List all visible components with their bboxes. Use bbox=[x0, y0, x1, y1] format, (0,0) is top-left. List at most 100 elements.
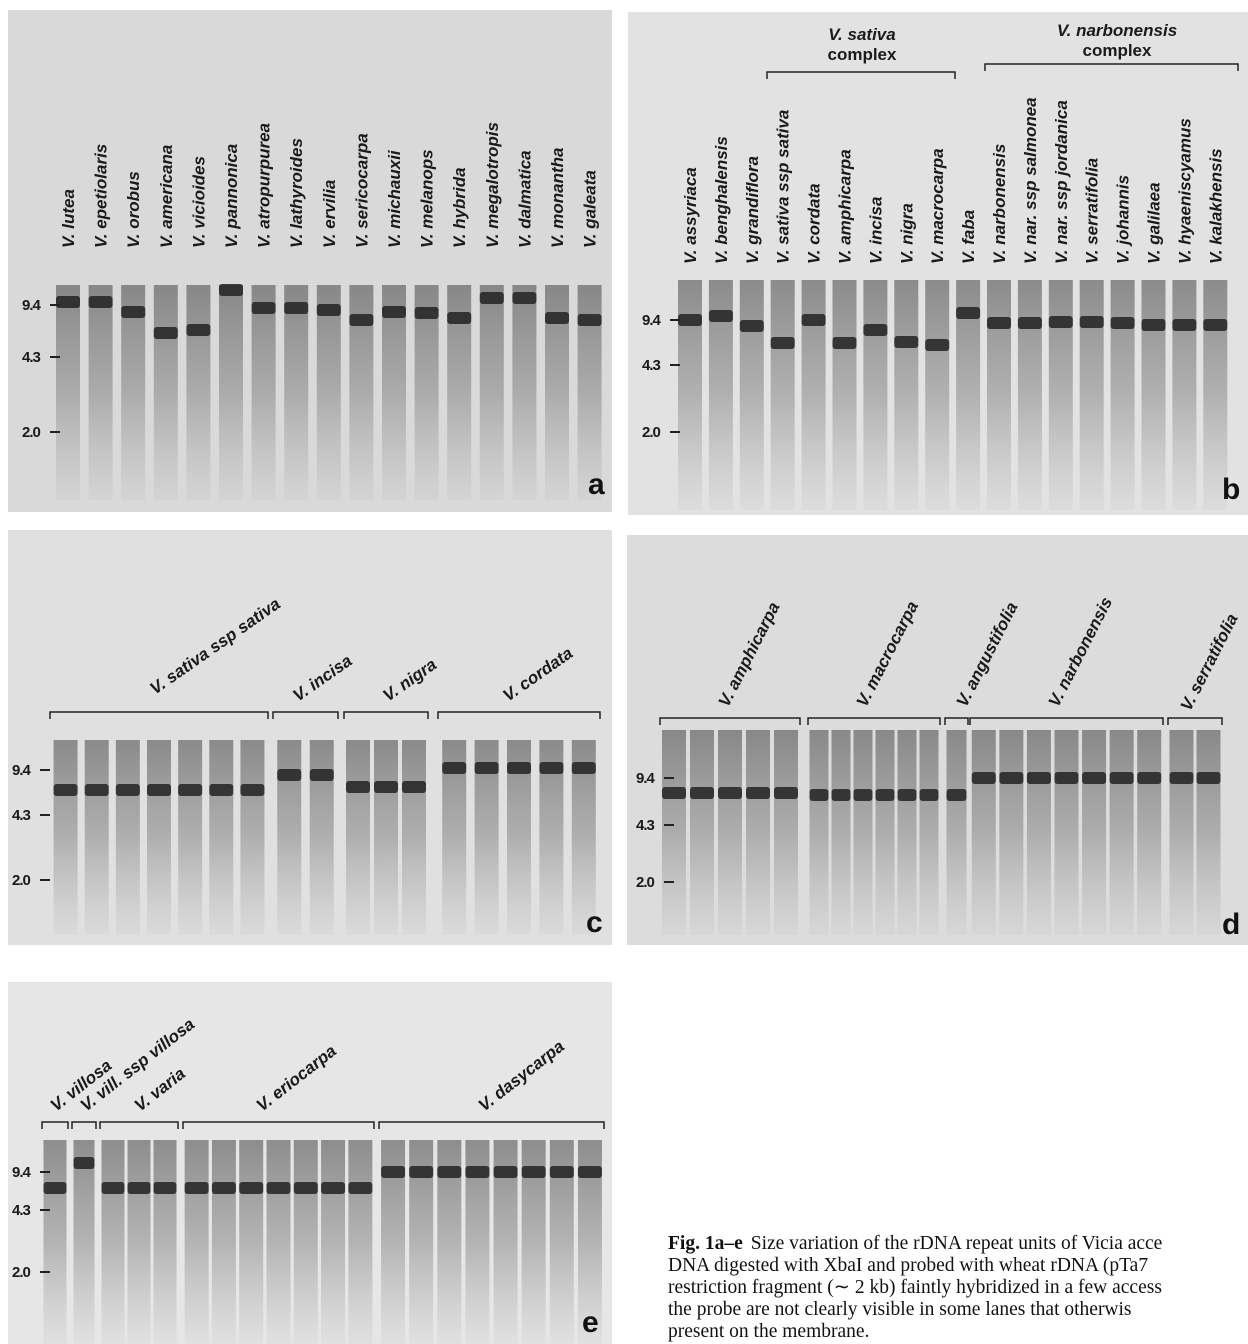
gel-band bbox=[127, 1182, 151, 1194]
gel-lane bbox=[897, 730, 917, 935]
gel-band bbox=[853, 789, 873, 801]
gel-lane bbox=[1137, 730, 1162, 935]
gel-band bbox=[521, 1166, 546, 1178]
gel-band bbox=[507, 762, 531, 774]
gel-lane bbox=[690, 730, 714, 935]
gel-lane bbox=[219, 285, 243, 500]
lane-label: V. epetiolaris bbox=[92, 144, 111, 248]
gel-lane bbox=[919, 730, 939, 935]
group-bracket bbox=[1167, 717, 1223, 725]
gel-lane bbox=[240, 740, 265, 935]
gel-band bbox=[746, 787, 770, 799]
gel-lane bbox=[121, 285, 146, 500]
group-bracket bbox=[766, 71, 956, 79]
gel-band bbox=[493, 1166, 518, 1178]
gel-band bbox=[266, 1182, 291, 1194]
size-marker: 9.4 bbox=[12, 762, 32, 779]
lane-label: V. nar. ssp salmonea bbox=[1021, 97, 1040, 264]
group-bracket bbox=[378, 1121, 605, 1129]
gel-lane bbox=[115, 740, 140, 935]
group-bracket bbox=[944, 717, 969, 725]
gel-band bbox=[479, 292, 504, 304]
gel-lane bbox=[479, 285, 504, 500]
caption-line: Fig. 1a–e Size variation of the rDNA repe… bbox=[668, 1233, 1248, 1255]
gel-band bbox=[474, 762, 499, 774]
gel-band bbox=[211, 1182, 236, 1194]
gel-band bbox=[832, 337, 857, 349]
gel-lane bbox=[186, 285, 211, 500]
gel-lane bbox=[266, 1140, 291, 1344]
gel-band bbox=[1017, 317, 1042, 329]
gel-band bbox=[84, 784, 109, 796]
lane-label: V. monantha bbox=[548, 148, 567, 248]
gel-band bbox=[539, 762, 564, 774]
gel-lane bbox=[293, 1140, 318, 1344]
gel-lane bbox=[1169, 730, 1194, 935]
gel-band bbox=[184, 1182, 209, 1194]
gel-band bbox=[897, 789, 917, 801]
size-marker: 2.0 bbox=[636, 874, 655, 891]
lane-label: V. michauxii bbox=[385, 149, 404, 248]
gel-lane bbox=[1048, 280, 1073, 510]
group-bracket bbox=[969, 717, 1164, 725]
gel-lane bbox=[414, 285, 439, 500]
gel-lane bbox=[739, 280, 764, 510]
gel-lane bbox=[987, 280, 1011, 510]
gel-lane bbox=[239, 1140, 264, 1344]
gel-band bbox=[770, 337, 795, 349]
lane-label: V. orobus bbox=[124, 171, 143, 248]
panel-letter: e bbox=[582, 1306, 599, 1339]
gel-band bbox=[999, 772, 1024, 784]
group-label: complex bbox=[828, 45, 898, 64]
gel-lane bbox=[316, 285, 341, 500]
gel-lane bbox=[1079, 280, 1104, 510]
panel-letter: a bbox=[588, 468, 605, 501]
gel-band bbox=[1082, 772, 1107, 784]
lane-label: V. sericocarpa bbox=[352, 133, 371, 248]
gel-lane bbox=[153, 285, 178, 500]
gel-lane bbox=[1082, 730, 1107, 935]
gel-band bbox=[442, 762, 467, 774]
caption-text: DNA digested with XbaI and probed with w… bbox=[668, 1255, 1149, 1276]
gel-lane bbox=[84, 740, 109, 935]
group-bracket bbox=[659, 717, 801, 725]
gel-lane bbox=[770, 280, 795, 510]
gel-band bbox=[875, 789, 895, 801]
lane-label: V. nigra bbox=[897, 203, 916, 264]
lane-label: V. hyaeniscyamus bbox=[1175, 118, 1194, 264]
gel-band bbox=[1203, 319, 1228, 331]
gel-band bbox=[571, 762, 596, 774]
gel-band bbox=[101, 1182, 125, 1194]
gel-band bbox=[409, 1166, 434, 1178]
lane-label: V. kalakhensis bbox=[1206, 148, 1225, 264]
gel-band bbox=[447, 312, 472, 324]
lane-label: V. pannonica bbox=[222, 144, 241, 248]
lane-label: V. grandiflora bbox=[743, 156, 762, 264]
lane-label: V. atropurpurea bbox=[255, 123, 274, 248]
group-bracket bbox=[272, 711, 339, 719]
group-bracket bbox=[437, 711, 601, 719]
gel-band bbox=[209, 784, 234, 796]
gel-lane bbox=[718, 730, 742, 935]
gel-lane bbox=[382, 285, 406, 500]
gel-band bbox=[153, 1182, 177, 1194]
gel-band bbox=[53, 784, 78, 796]
lane-label: V. serratifolia bbox=[1083, 158, 1102, 264]
gel-band bbox=[1048, 316, 1073, 328]
gel-band bbox=[678, 314, 702, 326]
gel-lane bbox=[875, 730, 895, 935]
gel-band bbox=[382, 306, 406, 318]
size-marker: 2.0 bbox=[12, 872, 31, 889]
gel-lane bbox=[101, 1140, 125, 1344]
gel-band bbox=[73, 1157, 95, 1169]
gel-band bbox=[316, 304, 341, 316]
gel-lane bbox=[1017, 280, 1042, 510]
lane-label: V. benghalensis bbox=[712, 136, 731, 264]
gel-band bbox=[402, 781, 426, 793]
gel-lane bbox=[746, 730, 770, 935]
gel-band bbox=[284, 302, 309, 314]
panel-letter: c bbox=[586, 906, 603, 939]
gel-lane bbox=[925, 280, 950, 510]
blot-panel: V. amphicarpa V. macrocarpa V. angustifoli… bbox=[627, 535, 1248, 945]
